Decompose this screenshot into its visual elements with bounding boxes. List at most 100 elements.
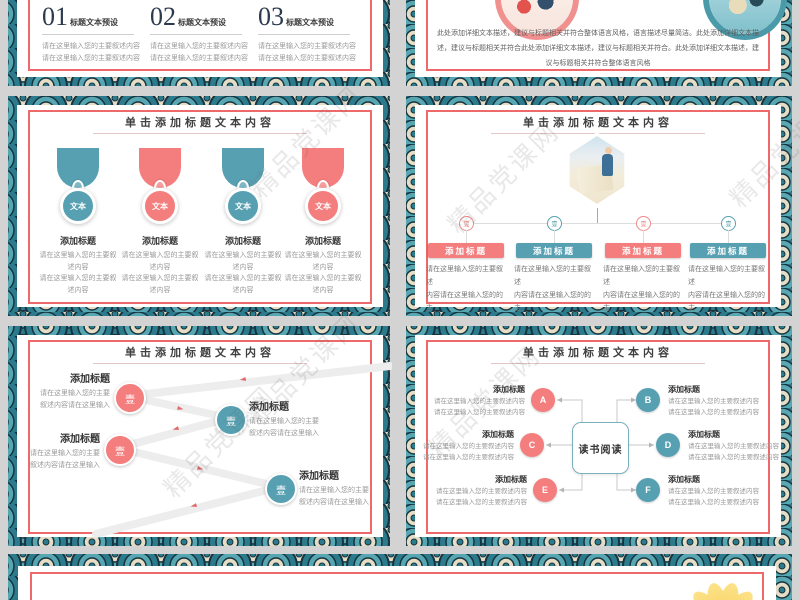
milestone-marker: 壹	[215, 404, 247, 436]
slide-frame	[30, 572, 764, 600]
milestone-text: 添加标题 请在这里输入您的主要 叙述内容请在这里输入	[14, 370, 110, 411]
node-title: 添加标题	[493, 385, 525, 394]
step-caption: 请在这里输入您的主要叙述 内容请在这里输入您的的主	[688, 266, 765, 312]
node-caption: 请在这里输入您的主要叙述内容 请在这里输入您的主要叙述内容	[423, 443, 514, 461]
medal-badge: 文本	[225, 188, 261, 224]
item-title: 添加标题	[59, 236, 96, 246]
row-gap-3	[8, 546, 792, 554]
step-marker: 壹	[636, 216, 651, 231]
node-caption: 请在这里输入您的主要叙述内容 请在这里输入您的主要叙述内容	[434, 398, 525, 416]
node-caption: 请在这里输入您的主要 叙述内容请在这里输入	[30, 450, 100, 469]
slide-frame	[28, 110, 372, 304]
body-paragraph: 此处添加详细文本描述，建议与标题相关并符合整体语言风格，语言描述尽量简洁。此处添…	[437, 30, 759, 68]
node-letter: D	[656, 433, 680, 457]
slide-thumbnail-7[interactable]	[8, 554, 792, 600]
node-caption: 请在这里输入您的主要 叙述内容请在这里输入	[299, 487, 369, 506]
slide-thumbnail-3[interactable]: 单击添加标题文本内容 文本 添加标题 请在这里输入您的主要叙述内容 请在这里输入…	[8, 96, 392, 316]
slide-frame	[426, 340, 770, 534]
step-bar: 添加标题	[516, 243, 592, 258]
node-title: 添加标题	[60, 434, 100, 445]
page-margin-right	[792, 0, 800, 600]
diagram-node-text: 添加标题 请在这里输入您的主要叙述内容 请在这里输入您的主要叙述内容	[668, 474, 778, 508]
slide-thumbnail-4[interactable]: 单击添加标题文本内容 壹 添加标题 请在这里输入您的主要叙述 内容请在这里输入您…	[406, 96, 790, 316]
slide-canvas	[18, 566, 776, 600]
item-number: 03	[258, 2, 284, 31]
diagram-node-text: 添加标题 请在这里输入您的主要叙述内容 请在这里输入您的主要叙述内容	[688, 429, 790, 463]
node-letter: A	[531, 388, 555, 412]
slide-frame	[426, 110, 770, 304]
numbered-item: 02 标题文本预设 请在这里输入您的主要叙述内容 请在这里输入您的主要叙述内容	[150, 4, 250, 64]
step-bar: 添加标题	[605, 243, 681, 258]
slide-canvas	[17, 0, 383, 77]
connector-line	[466, 230, 467, 243]
diagram-node-text: 添加标题 请在这里输入您的主要叙述内容 请在这里输入您的主要叙述内容	[668, 384, 778, 418]
zigzag-path	[92, 362, 392, 538]
milestone-marker: 壹	[104, 434, 136, 466]
medal-item: 文本 添加标题 请在这里输入您的主要叙述内容 请在这里输入您的主要叙述内容	[202, 148, 284, 296]
page-margin-left	[0, 0, 8, 600]
medal-item: 文本 添加标题 请在这里输入您的主要叙述内容 请在这里输入您的主要叙述内容	[282, 148, 364, 296]
item-title: 添加标题	[304, 236, 341, 246]
step-marker: 壹	[547, 216, 562, 231]
node-letter: F	[636, 478, 660, 502]
milestone-text: 添加标题 请在这里输入您的主要 叙述内容请在这里输入	[8, 430, 100, 471]
slide-thumbnail-6[interactable]: 单击添加标题文本内容 读书阅读 A B C D E F	[406, 326, 790, 546]
reading-illustration-hexagon	[566, 132, 628, 208]
medal-badge: 文本	[142, 188, 178, 224]
item-caption: 请在这里输入您的主要叙述内容 请在这里输入您的主要叙述内容	[42, 43, 140, 62]
node-caption: 请在这里输入您的主要 叙述内容请在这里输入	[40, 390, 110, 409]
slide-thumbnail-5[interactable]: 单击添加标题文本内容 壹 壹 壹 壹 添加标题 请在这里输入您的主要 叙述内容请…	[8, 326, 392, 546]
node-caption: 请在这里输入您的主要 叙述内容请在这里输入	[249, 418, 319, 437]
node-title: 添加标题	[299, 471, 339, 482]
slide-thumbnail-1[interactable]: 01 标题文本预设 请在这里输入您的主要叙述内容 请在这里输入您的主要叙述内容 0…	[8, 0, 392, 86]
diagram-node-text: 添加标题 请在这里输入您的主要叙述内容 请在这里输入您的主要叙述内容	[416, 384, 525, 418]
node-caption: 请在这里输入您的主要叙述内容 请在这里输入您的主要叙述内容	[688, 443, 779, 461]
person-icon	[602, 154, 613, 176]
node-title: 添加标题	[495, 475, 527, 484]
item-caption: 请在这里输入您的主要叙述内容 请在这里输入您的主要叙述内容	[204, 252, 282, 294]
slide-frame	[426, 0, 770, 71]
medal-item: 文本 添加标题 请在这里输入您的主要叙述内容 请在这里输入您的主要叙述内容	[37, 148, 119, 296]
item-label: 标题文本预设	[70, 18, 118, 27]
node-letter: C	[520, 433, 544, 457]
step-marker: 壹	[721, 216, 736, 231]
slide-title: 单击添加标题文本内容	[523, 347, 673, 359]
title-underline	[93, 363, 307, 364]
node-title: 添加标题	[70, 374, 110, 385]
slide-frame	[28, 340, 372, 534]
connector-lines	[546, 397, 654, 493]
item-caption: 请在这里输入您的主要叙述内容 请在这里输入您的主要叙述内容	[150, 43, 248, 62]
node-letter: E	[533, 478, 557, 502]
step-caption: 请在这里输入您的主要叙述 内容请在这里输入您的的主	[603, 266, 680, 312]
item-number: 01	[42, 2, 68, 31]
item-number: 02	[150, 2, 176, 31]
item-label: 标题文本预设	[178, 18, 226, 27]
step-caption: 请在这里输入您的主要叙述 内容请在这里输入您的的主	[426, 266, 503, 312]
center-topic: 读书阅读	[572, 422, 629, 474]
title-underline	[491, 363, 705, 364]
node-title: 添加标题	[482, 430, 514, 439]
numbered-item: 01 标题文本预设 请在这里输入您的主要叙述内容 请在这里输入您的主要叙述内容	[42, 4, 142, 64]
title-underline	[93, 133, 307, 134]
slide-thumbnail-2[interactable]: 此处添加详细文本描述，建议与标题相关并符合整体语言风格，语言描述尽量简洁。此处添…	[406, 0, 790, 86]
step-bar: 添加标题	[428, 243, 504, 258]
connector-line	[643, 230, 644, 243]
milestone-marker: 壹	[265, 473, 297, 505]
numbered-item: 03 标题文本预设 请在这里输入您的主要叙述内容 请在这里输入您的主要叙述内容	[258, 4, 358, 64]
item-caption: 请在这里输入您的主要叙述内容 请在这里输入您的主要叙述内容	[121, 252, 199, 294]
node-title: 添加标题	[668, 475, 700, 484]
diagram-node-text: 添加标题 请在这里输入您的主要叙述内容 请在这里输入您的主要叙述内容	[418, 474, 527, 508]
item-caption: 请在这里输入您的主要叙述内容 请在这里输入您的主要叙述内容	[284, 252, 362, 294]
medal-item: 文本 添加标题 请在这里输入您的主要叙述内容 请在这里输入您的主要叙述内容	[119, 148, 201, 296]
node-title: 添加标题	[688, 430, 720, 439]
connector-line	[728, 230, 729, 243]
divider	[42, 34, 134, 35]
item-label: 标题文本预设	[286, 18, 334, 27]
item-title: 添加标题	[141, 236, 178, 246]
step-bar: 添加标题	[690, 243, 766, 258]
slide-title: 单击添加标题文本内容	[125, 117, 275, 129]
medal-badge: 文本	[305, 188, 341, 224]
divider	[150, 34, 242, 35]
slide-title: 单击添加标题文本内容	[523, 117, 673, 129]
item-caption: 请在这里输入您的主要叙述内容 请在这里输入您的主要叙述内容	[39, 252, 117, 294]
